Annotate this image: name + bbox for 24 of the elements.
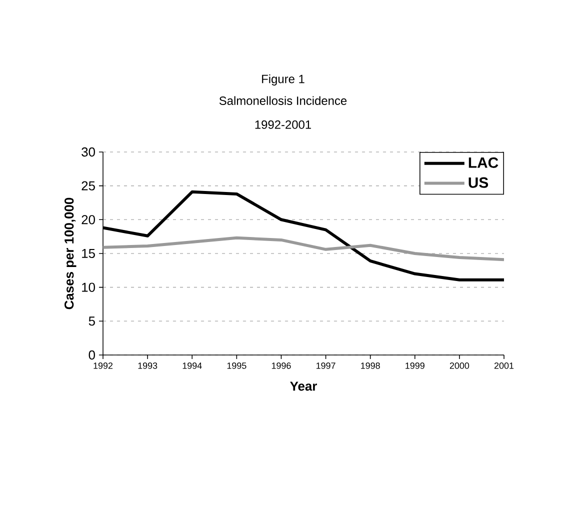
x-tick-label: 1997 [316,362,336,369]
y-tick-label: 25 [82,181,95,190]
x-tick-label: 1996 [272,362,291,369]
x-tick-label: 1998 [361,362,380,369]
chart-title: Figure 1 [262,74,304,86]
x-tick-label: 1999 [406,362,424,369]
y-tick-label: 5 [88,316,95,326]
x-tick-label: 1993 [138,362,158,369]
line-series [103,236,504,262]
x-tick-label: 1995 [227,362,246,369]
y-tick-label: 0 [88,350,95,360]
x-axis-title: Year [290,382,317,391]
x-tick-label: 1994 [182,362,202,369]
x-tick-label: 2000 [450,362,470,369]
text: Salmonellosis Incidence 1992-2001 [219,96,347,129]
x-tick-label: 1992 [94,362,113,369]
y-tick-label: 30 [82,147,95,157]
legend-label: LAC [468,157,498,168]
y-tick-label: 15 [82,248,95,258]
y-axis-title: Cases per 100,000 [64,198,76,310]
y-tick-label: 20 [82,215,95,224]
x-tick-label: 2001 [494,362,514,369]
legend-label: US [468,177,488,188]
y-tick-label: 10 [82,282,95,292]
